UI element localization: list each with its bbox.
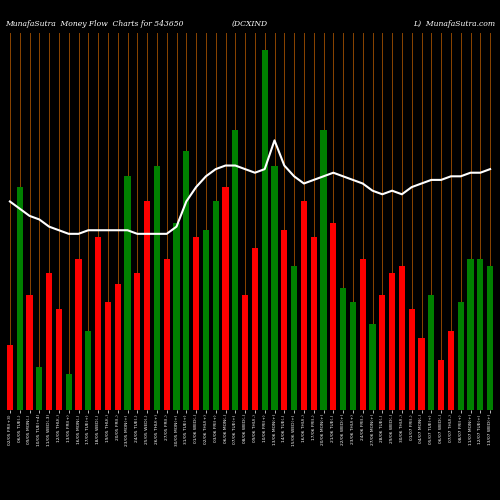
- Bar: [56, 310, 62, 410]
- Bar: [252, 248, 258, 410]
- Bar: [16, 187, 23, 410]
- Bar: [95, 238, 102, 410]
- Bar: [448, 331, 454, 410]
- Bar: [418, 338, 424, 410]
- Bar: [202, 230, 209, 410]
- Bar: [66, 374, 72, 410]
- Bar: [291, 266, 298, 410]
- Bar: [379, 295, 386, 410]
- Bar: [164, 259, 170, 410]
- Bar: [477, 259, 484, 410]
- Bar: [144, 202, 150, 410]
- Bar: [408, 310, 415, 410]
- Bar: [320, 130, 326, 410]
- Bar: [487, 266, 494, 410]
- Bar: [242, 295, 248, 410]
- Bar: [272, 166, 278, 410]
- Bar: [370, 324, 376, 410]
- Bar: [310, 238, 317, 410]
- Bar: [114, 284, 121, 410]
- Bar: [232, 130, 238, 410]
- Bar: [26, 295, 32, 410]
- Bar: [6, 346, 13, 410]
- Bar: [104, 302, 111, 410]
- Bar: [360, 259, 366, 410]
- Bar: [330, 223, 336, 410]
- Bar: [193, 238, 200, 410]
- Bar: [281, 230, 287, 410]
- Text: L)  MunafaSutra.com: L) MunafaSutra.com: [413, 20, 495, 28]
- Text: (DCXIND: (DCXIND: [232, 20, 268, 28]
- Bar: [154, 166, 160, 410]
- Bar: [36, 367, 43, 410]
- Bar: [468, 259, 473, 410]
- Bar: [428, 295, 434, 410]
- Bar: [340, 288, 346, 410]
- Text: MunafaSutra  Money Flow  Charts for 543650: MunafaSutra Money Flow Charts for 543650: [5, 20, 184, 28]
- Bar: [262, 50, 268, 410]
- Bar: [212, 202, 219, 410]
- Bar: [300, 202, 307, 410]
- Bar: [350, 302, 356, 410]
- Bar: [174, 223, 180, 410]
- Bar: [389, 274, 396, 410]
- Bar: [85, 331, 91, 410]
- Bar: [183, 151, 190, 410]
- Bar: [222, 187, 228, 410]
- Bar: [124, 176, 130, 410]
- Bar: [438, 360, 444, 410]
- Bar: [398, 266, 405, 410]
- Bar: [134, 274, 140, 410]
- Bar: [458, 302, 464, 410]
- Bar: [46, 274, 52, 410]
- Bar: [76, 259, 82, 410]
